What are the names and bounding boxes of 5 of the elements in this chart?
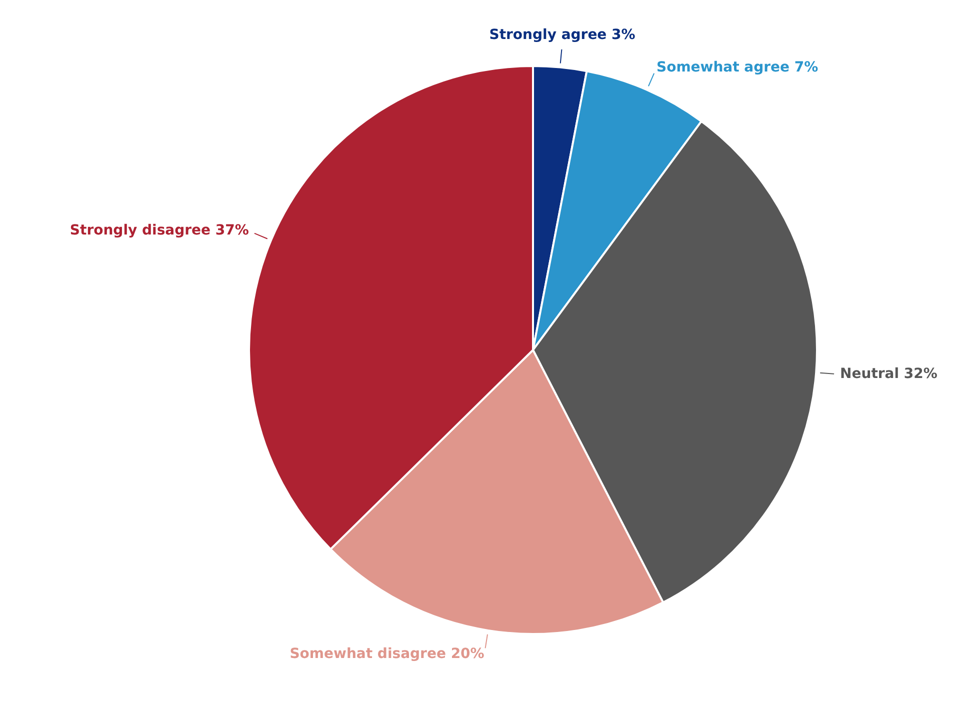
slice-label: Strongly agree 3%	[489, 27, 636, 44]
slice-label: Somewhat disagree 20%	[290, 646, 484, 662]
slice-label: Strongly disagree 37%	[70, 222, 249, 239]
slice-label: Neutral 32%	[840, 366, 938, 382]
slice-label: Somewhat agree 7%	[656, 59, 818, 76]
